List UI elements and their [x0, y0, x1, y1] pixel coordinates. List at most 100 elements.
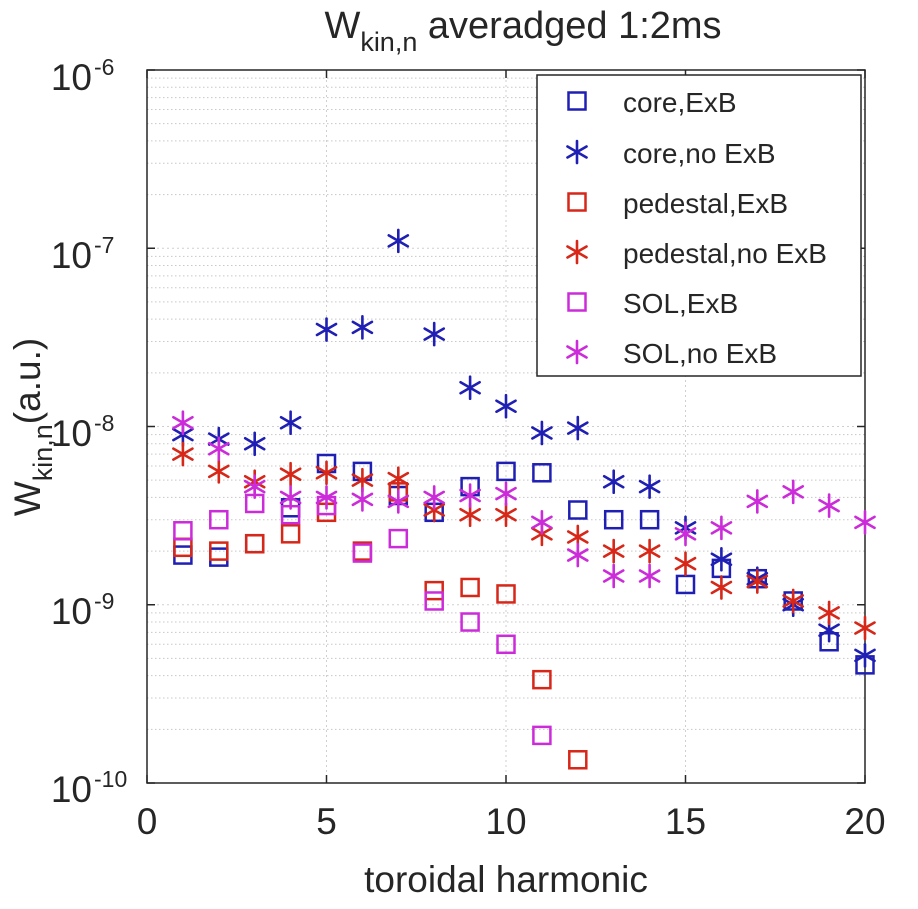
data-point-pedestal-no-exb — [172, 441, 194, 467]
ticks — [146, 69, 866, 784]
data-point-sol-exb — [209, 509, 229, 530]
data-point-sol-no-exb — [638, 563, 661, 589]
data-point-pedestal-no-exb — [207, 459, 230, 484]
legend-symbol — [566, 239, 588, 265]
data-point-sol-no-exb — [818, 493, 840, 518]
data-point-sol-no-exb — [566, 542, 589, 568]
data-point-sol-no-exb — [710, 515, 733, 541]
data-point-pedestal-exb — [209, 541, 229, 561]
data-point-core-no-exb — [566, 415, 589, 441]
x-tick-label: 15 — [665, 801, 706, 842]
data-point-core-no-exb — [279, 410, 302, 436]
data-point-sol-no-exb — [172, 410, 194, 436]
chart-title-rest: averadged 1:2ms — [417, 5, 721, 47]
data-point-pedestal-exb — [532, 669, 552, 690]
legend-label: SOL,ExB — [623, 288, 738, 319]
legend-symbol — [567, 192, 587, 212]
data-markers — [172, 228, 876, 770]
data-point-core-no-exb — [638, 474, 661, 499]
data-point-sol-no-exb — [423, 485, 446, 510]
legend-label: pedestal,no ExB — [623, 238, 827, 269]
y-tick-exponent: -9 — [94, 588, 114, 614]
data-point-core-exb — [603, 509, 624, 530]
data-point-sol-exb — [532, 725, 552, 746]
data-point-core-no-exb — [315, 317, 338, 342]
data-point-sol-exb — [173, 521, 193, 541]
data-point-pedestal-no-exb — [315, 460, 338, 486]
legend-symbol — [567, 292, 587, 312]
data-point-core-no-exb — [495, 393, 517, 419]
legend: core,ExB core,no ExB pedestal,ExB pedest… — [536, 74, 862, 377]
data-point-pedestal-no-exb — [279, 461, 302, 487]
data-point-pedestal-no-exb — [782, 588, 805, 614]
data-point-sol-no-exb — [351, 487, 374, 512]
data-point-pedestal-exb — [460, 577, 480, 598]
data-point-pedestal-no-exb — [674, 551, 697, 576]
data-point-sol-no-exb — [495, 481, 517, 506]
y-tick-exponent: -10 — [94, 766, 127, 792]
data-point-sol-exb — [496, 634, 516, 655]
chart-title-main: W — [324, 5, 360, 47]
y-tick-exponent: -8 — [94, 410, 114, 436]
data-point-sol-no-exb — [315, 485, 338, 510]
data-point-pedestal-no-exb — [710, 575, 733, 600]
data-point-sol-no-exb — [279, 485, 302, 510]
y-tick-exponent: -6 — [94, 54, 114, 80]
data-point-pedestal-no-exb — [495, 502, 517, 528]
y-tick-exponent: -7 — [94, 232, 114, 258]
chart-title: Wkin,n averadged 1:2ms — [324, 5, 721, 57]
legend-symbol — [566, 339, 588, 365]
legend-symbol — [566, 139, 588, 165]
data-point-core-exb — [639, 509, 660, 530]
data-point-sol-no-exb — [207, 436, 230, 462]
data-point-core-no-exb — [243, 431, 266, 457]
legend-label: core,ExB — [623, 87, 737, 118]
data-point-core-no-exb — [423, 321, 446, 347]
data-point-pedestal-exb — [424, 580, 444, 601]
y-tick-label: 10 — [51, 769, 92, 810]
data-point-sol-exb — [388, 528, 409, 549]
data-point-core-no-exb — [602, 469, 625, 495]
data-point-sol-exb — [424, 591, 444, 611]
data-point-sol-no-exb — [854, 510, 876, 535]
x-tick-labels: 0 5 10 15 20 — [137, 801, 886, 842]
data-point-sol-exb — [460, 612, 480, 632]
data-point-pedestal-exb — [244, 533, 265, 554]
data-point-core-no-exb — [459, 375, 481, 401]
data-point-pedestal-exb — [568, 750, 588, 770]
legend-label: core,no ExB — [623, 138, 776, 169]
y-tick-label: 10 — [51, 57, 92, 98]
data-point-sol-exb — [352, 543, 373, 563]
data-point-sol-no-exb — [531, 510, 553, 535]
y-tick-label: 10 — [51, 235, 92, 276]
data-point-core-no-exb — [854, 643, 876, 668]
y-tick-label: 10 — [51, 413, 92, 454]
data-point-sol-no-exb — [459, 483, 481, 508]
data-point-core-exb — [496, 461, 516, 482]
data-point-core-no-exb — [531, 420, 553, 446]
data-point-sol-no-exb — [746, 489, 769, 514]
data-point-core-no-exb — [351, 315, 374, 340]
x-tick-label: 5 — [316, 801, 337, 842]
x-tick-label: 0 — [137, 801, 158, 842]
x-axis-label: toroidal harmonic — [364, 859, 648, 900]
data-point-pedestal-exb — [496, 584, 516, 604]
legend-symbol — [567, 91, 587, 111]
data-point-pedestal-no-exb — [746, 569, 769, 594]
data-point-sol-no-exb — [243, 474, 266, 499]
data-point-core-exb — [568, 500, 588, 520]
legend-box — [536, 74, 862, 377]
y-tick-labels: 10 -10 10 -9 10 -8 10 -7 10 -6 — [51, 54, 127, 810]
y-axis-label: Wkin,n(a.u.) — [7, 338, 58, 516]
legend-label: SOL,no ExB — [623, 338, 777, 369]
data-point-sol-no-exb — [602, 563, 625, 589]
data-point-pedestal-no-exb — [602, 538, 625, 564]
data-point-pedestal-exb — [280, 524, 301, 544]
data-point-sol-no-exb — [387, 489, 410, 514]
x-tick-label: 10 — [485, 801, 526, 842]
data-point-core-no-exb — [387, 228, 410, 254]
data-point-pedestal-no-exb — [387, 466, 410, 491]
y-tick-label: 10 — [51, 591, 92, 632]
legend-label: pedestal,ExB — [623, 188, 788, 219]
